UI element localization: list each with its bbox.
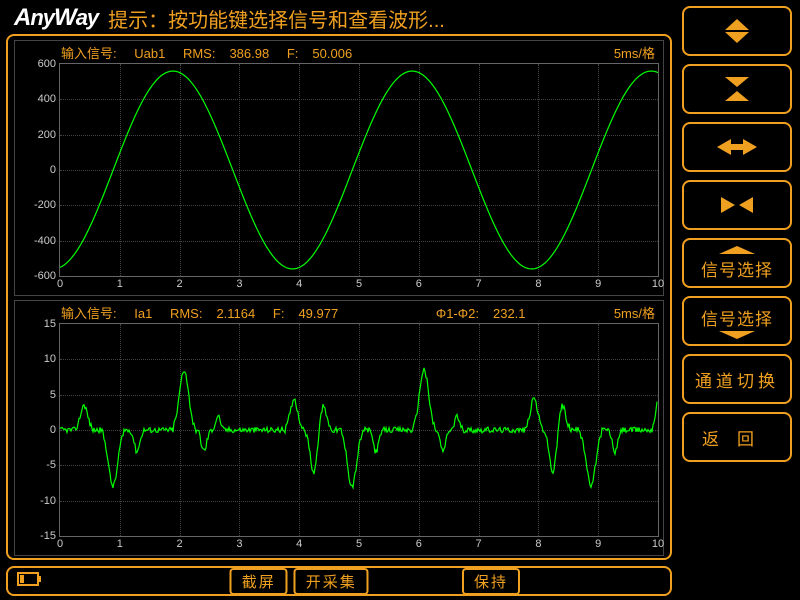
chart2-rate: 5ms/格 — [614, 303, 655, 322]
chart2-phase: 232.1 — [493, 306, 526, 321]
return-label: 返回 — [702, 425, 772, 450]
btn-screenshot[interactable]: 截屏 — [230, 568, 288, 595]
vertical-shrink-icon — [719, 75, 755, 103]
chart-1: 输入信号: Uab1 RMS: 386.98 F: 50.006 5ms/格 012… — [14, 40, 664, 296]
chart-2-header: 输入信号: Ia1 RMS: 2.1164 F: 49.977 Φ1-Φ2: 232.… — [15, 301, 663, 321]
arrow-up-icon — [719, 246, 755, 254]
hold-label: 保持 — [474, 574, 508, 591]
arrow-down-icon — [719, 331, 755, 339]
chart1-f-label: F: — [287, 46, 299, 61]
btn-vertical-shrink[interactable] — [682, 64, 792, 114]
screenshot-label: 截屏 — [242, 574, 276, 591]
bottom-bar: 截屏 开采集 保持 — [6, 566, 672, 596]
chart2-f: 49.977 — [298, 306, 338, 321]
sidebar: 信号选择 信号选择 通道切换 返回 — [678, 6, 796, 470]
chart1-rms-label: RMS: — [183, 46, 216, 61]
chart2-rms-label: RMS: — [170, 306, 203, 321]
btn-start-capture[interactable]: 开采集 — [294, 568, 369, 595]
chart-2-plot: 012345678910-15-10-5051015 — [59, 323, 659, 537]
chart-1-header: 输入信号: Uab1 RMS: 386.98 F: 50.006 5ms/格 — [15, 41, 663, 61]
chart2-sig-label: 输入信号: — [61, 306, 117, 321]
chart1-sig-label: 输入信号: — [61, 46, 117, 61]
battery-icon — [16, 571, 44, 592]
signal-select-down-label: 信号选择 — [701, 305, 773, 330]
chart-1-plot: 012345678910-600-400-2000200400600 — [59, 63, 659, 277]
hint-text: 提示：按功能键选择信号和查看波形... — [108, 4, 445, 33]
chart2-sig: Ia1 — [134, 306, 152, 321]
vertical-expand-icon — [719, 17, 755, 45]
btn-hold[interactable]: 保持 — [462, 568, 520, 595]
horizontal-shrink-icon — [715, 195, 759, 215]
brand-logo: AnyWay — [8, 4, 98, 32]
channel-switch-label: 通道切换 — [695, 367, 779, 392]
btn-signal-select-up[interactable]: 信号选择 — [682, 238, 792, 288]
chart1-rate: 5ms/格 — [614, 43, 655, 62]
chart1-f: 50.006 — [312, 46, 352, 61]
btn-vertical-expand[interactable] — [682, 6, 792, 56]
chart-2: 输入信号: Ia1 RMS: 2.1164 F: 49.977 Φ1-Φ2: 232.… — [14, 300, 664, 556]
btn-channel-switch[interactable]: 通道切换 — [682, 354, 792, 404]
horizontal-expand-icon — [715, 137, 759, 157]
main-panel: 输入信号: Uab1 RMS: 386.98 F: 50.006 5ms/格 012… — [6, 34, 672, 560]
chart1-sig: Uab1 — [134, 46, 165, 61]
start-capture-label: 开采集 — [306, 574, 357, 591]
btn-horizontal-expand[interactable] — [682, 122, 792, 172]
chart1-rms: 386.98 — [229, 46, 269, 61]
signal-select-up-label: 信号选择 — [701, 256, 773, 281]
btn-return[interactable]: 返回 — [682, 412, 792, 462]
chart2-phase-label: Φ1-Φ2: — [436, 306, 479, 321]
btn-horizontal-shrink[interactable] — [682, 180, 792, 230]
chart2-rms: 2.1164 — [216, 306, 255, 321]
chart2-f-label: F: — [273, 306, 285, 321]
btn-signal-select-down[interactable]: 信号选择 — [682, 296, 792, 346]
